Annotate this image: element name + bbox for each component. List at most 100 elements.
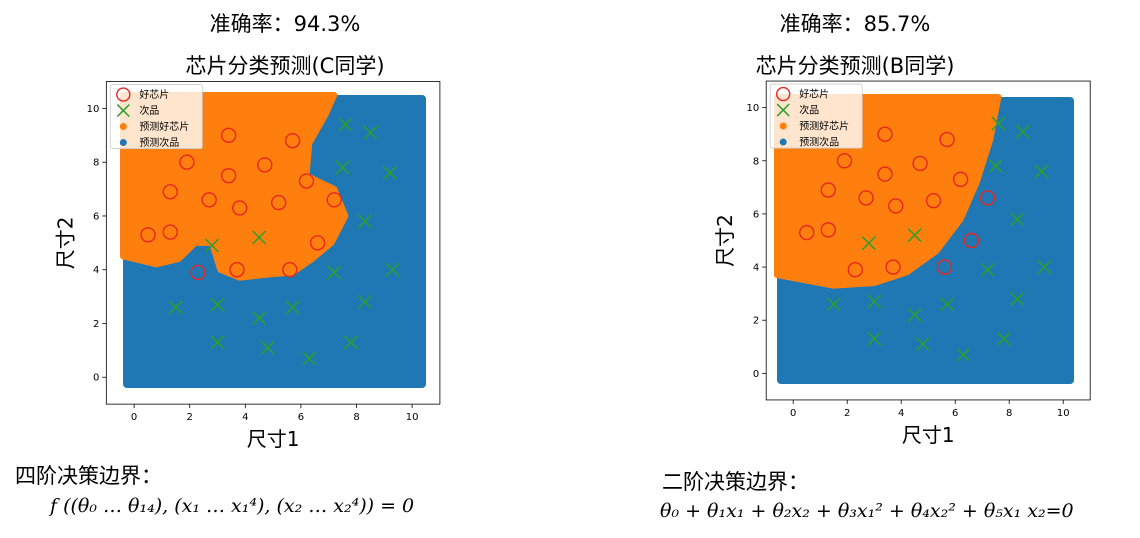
legend-box bbox=[109, 84, 203, 149]
legend-entry-label: 预测好芯片 bbox=[139, 120, 189, 133]
defective-chip-point bbox=[996, 331, 1011, 346]
good-chip-point bbox=[925, 192, 942, 209]
x-stroke bbox=[907, 307, 922, 322]
good-chip-point bbox=[912, 155, 928, 172]
x-stroke bbox=[357, 294, 372, 310]
good-chip-point bbox=[190, 264, 206, 281]
x-stroke bbox=[1010, 291, 1025, 306]
x-stroke bbox=[1015, 124, 1030, 139]
accuracy-label: 准确率：94.3% bbox=[209, 12, 361, 36]
legend-entry-label: 预测次品 bbox=[139, 136, 179, 149]
x-tick-label: 6 bbox=[298, 412, 304, 423]
defective-chip-point bbox=[1010, 212, 1025, 227]
x-stroke bbox=[385, 262, 400, 277]
good-chip-point bbox=[858, 190, 874, 206]
x-stroke bbox=[285, 300, 300, 315]
y-tick-label: 4 bbox=[753, 263, 759, 274]
legend-pred-good-marker bbox=[779, 122, 787, 130]
y-tick-label: 8 bbox=[93, 158, 99, 169]
x-stroke bbox=[861, 236, 876, 251]
defective-chip-point bbox=[210, 335, 225, 350]
defective-chip-point bbox=[357, 214, 372, 229]
y-tick-label: 10 bbox=[746, 103, 759, 114]
x-stroke bbox=[168, 300, 183, 315]
defective-chip-point bbox=[357, 294, 372, 310]
x-stroke bbox=[980, 262, 995, 277]
good-chip-point bbox=[201, 192, 217, 208]
defective-chip-point bbox=[1010, 291, 1025, 306]
y-axis-label: 尺寸2 bbox=[53, 216, 77, 269]
y-tick-label: 2 bbox=[753, 316, 759, 327]
good-chip-point bbox=[257, 157, 273, 173]
x-axis-label: 尺寸1 bbox=[247, 427, 300, 451]
defective-chip-point bbox=[385, 262, 400, 277]
x-stroke bbox=[343, 335, 358, 350]
equation-title: 四阶决策边界： bbox=[15, 464, 162, 488]
x-stroke bbox=[210, 335, 225, 350]
x-stroke bbox=[363, 125, 378, 140]
defective-chip-point bbox=[382, 165, 397, 180]
good-chip-point bbox=[282, 262, 298, 278]
y-tick-label: 2 bbox=[93, 319, 99, 330]
defective-chip-point bbox=[991, 116, 1006, 131]
defective-chip-point bbox=[826, 297, 841, 312]
x-stroke bbox=[116, 104, 130, 118]
good-chip-point bbox=[885, 259, 901, 275]
legend-pred-bad-marker bbox=[779, 138, 787, 146]
x-stroke bbox=[327, 265, 342, 280]
left-chart-panel: 准确率：94.3% 芯片分类预测(C同学) 0 2 4 6 8 10 0 2 4 6 8 10 尺寸1 尺… bbox=[15, 12, 441, 517]
defective-chip-point bbox=[260, 340, 275, 355]
x-tick-label: 0 bbox=[131, 412, 137, 423]
x-stroke bbox=[204, 238, 219, 253]
x-stroke bbox=[915, 337, 930, 352]
x-tick-label: 6 bbox=[952, 408, 958, 419]
defective-chip-point bbox=[988, 159, 1003, 174]
x-axis-label: 尺寸1 bbox=[902, 423, 955, 447]
legend-entry-label: 好芯片 bbox=[139, 88, 169, 101]
defective-chip-point bbox=[204, 238, 219, 253]
defective-chip-point bbox=[907, 307, 922, 322]
good-chip-point bbox=[298, 173, 315, 189]
legend-pred-bad-marker bbox=[119, 139, 127, 147]
x-stroke bbox=[996, 331, 1011, 346]
x-stroke bbox=[1010, 212, 1025, 227]
equation: θ₀ + θ₁x₁ + θ₂x₂ + θ₃x₁² + θ₄x₂² + θ₅x₁ … bbox=[660, 500, 1074, 522]
x-stroke bbox=[907, 228, 922, 243]
x-tick-label: 2 bbox=[187, 412, 193, 423]
x-stroke bbox=[867, 294, 882, 309]
x-stroke bbox=[956, 347, 971, 362]
good-chip-point bbox=[229, 262, 245, 278]
x-stroke bbox=[338, 117, 353, 132]
x-stroke bbox=[260, 340, 275, 355]
defective-chip-point bbox=[940, 297, 955, 312]
legend-entry-label: 好芯片 bbox=[799, 88, 829, 101]
good-chip-point bbox=[939, 131, 955, 148]
accuracy-label: 准确率：85.7% bbox=[779, 12, 931, 36]
x-stroke bbox=[252, 311, 267, 326]
good-chip-point bbox=[936, 259, 953, 275]
good-chip-point bbox=[270, 194, 287, 211]
good-chip-point bbox=[820, 182, 836, 198]
good-chip-point bbox=[820, 222, 836, 238]
defective-chip-point bbox=[363, 125, 378, 140]
x-stroke bbox=[252, 230, 267, 245]
good-chip-point bbox=[162, 184, 178, 200]
defective-chip-point bbox=[338, 117, 353, 132]
defective-chip-point bbox=[907, 228, 922, 243]
x-stroke bbox=[357, 214, 372, 229]
defective-chip-point bbox=[327, 265, 342, 280]
legend-pred-good-marker bbox=[119, 123, 127, 131]
legend-good-marker bbox=[116, 87, 131, 102]
y-tick-label: 6 bbox=[93, 211, 99, 222]
good-chip-point bbox=[162, 224, 178, 240]
x-tick-label: 8 bbox=[1006, 408, 1012, 419]
good-chip-point bbox=[979, 190, 996, 206]
x-stroke bbox=[826, 297, 841, 312]
good-chip-point bbox=[877, 166, 893, 182]
x-stroke bbox=[867, 331, 882, 346]
defective-chip-point bbox=[1034, 164, 1049, 179]
x-tick-label: 8 bbox=[353, 412, 359, 423]
legend-defective-marker bbox=[116, 104, 130, 118]
legend-defective-marker bbox=[776, 103, 790, 117]
